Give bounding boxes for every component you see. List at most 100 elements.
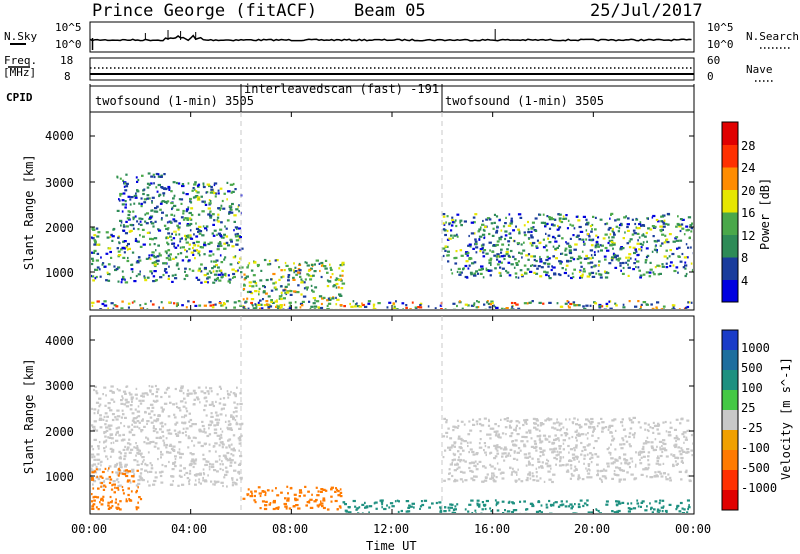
power-cell bbox=[150, 254, 154, 257]
velocity-cell bbox=[174, 387, 177, 391]
power-cell bbox=[194, 304, 198, 307]
velocity-cell bbox=[498, 468, 501, 471]
power-cell bbox=[252, 280, 256, 283]
velocity-cell bbox=[115, 506, 119, 509]
power-cell bbox=[211, 232, 214, 235]
power-cell bbox=[473, 274, 477, 277]
velocity-cell bbox=[442, 456, 445, 459]
power-cell bbox=[561, 252, 564, 255]
power-cell bbox=[91, 227, 95, 230]
power-cell bbox=[517, 307, 521, 309]
power-cell bbox=[594, 302, 598, 305]
velocity-cell bbox=[503, 418, 507, 421]
power-cell bbox=[631, 218, 634, 221]
power-cell bbox=[419, 304, 422, 307]
velocity-cell bbox=[650, 476, 654, 479]
velocity-cell bbox=[540, 423, 544, 426]
power-cell bbox=[162, 192, 166, 195]
power-cell bbox=[482, 255, 486, 258]
power-cell bbox=[202, 185, 206, 189]
power-cell bbox=[176, 303, 178, 306]
cpid-segment-1: twofsound (1-min) 3505 bbox=[95, 94, 254, 108]
velocity-cell bbox=[665, 455, 669, 458]
power-cell bbox=[226, 219, 230, 222]
power-cell bbox=[484, 225, 487, 229]
power-cell bbox=[652, 214, 656, 218]
velocity-cell bbox=[126, 469, 128, 472]
velocity-cell bbox=[319, 490, 323, 493]
velocity-cell bbox=[261, 500, 265, 503]
velocity-cell bbox=[213, 431, 218, 435]
power-cell bbox=[206, 191, 209, 194]
power-cell bbox=[177, 253, 180, 256]
velocity-cell bbox=[283, 502, 287, 506]
power-cell bbox=[690, 230, 693, 233]
power-cell bbox=[227, 274, 230, 277]
power-cell bbox=[250, 298, 255, 301]
velocity-cell bbox=[549, 448, 553, 451]
velocity-cell bbox=[185, 434, 187, 437]
power-cell bbox=[158, 252, 161, 255]
velocity-cell bbox=[122, 433, 125, 436]
velocity-cell bbox=[128, 498, 131, 501]
velocity-cell bbox=[610, 462, 615, 465]
velocity-cell bbox=[655, 474, 658, 477]
velocity-cell bbox=[451, 461, 453, 464]
velocity-cell bbox=[128, 430, 131, 433]
velocity-cell bbox=[222, 468, 224, 472]
power-cell bbox=[237, 261, 241, 264]
velocity-cell bbox=[675, 439, 677, 443]
power-cell bbox=[517, 228, 520, 231]
velocity-cell bbox=[138, 399, 142, 402]
power-cell bbox=[488, 306, 492, 309]
power-cell bbox=[558, 213, 562, 216]
power-cell bbox=[531, 221, 535, 224]
velocity-cell bbox=[626, 502, 629, 505]
velocity-cell bbox=[294, 497, 297, 500]
power-cell bbox=[185, 210, 188, 213]
power-cell bbox=[478, 238, 481, 241]
velocity-cell bbox=[224, 473, 228, 476]
power-cell bbox=[343, 305, 346, 308]
power-cell bbox=[679, 239, 683, 242]
power-cell bbox=[131, 270, 134, 273]
velocity-cell bbox=[553, 438, 557, 441]
power-cell bbox=[493, 221, 496, 224]
velocity-cell bbox=[506, 510, 511, 513]
velocity-cell bbox=[187, 437, 191, 440]
velocity-cell bbox=[185, 407, 188, 410]
power-cell bbox=[181, 304, 184, 307]
power-cell bbox=[186, 224, 190, 227]
power-cell bbox=[117, 280, 120, 283]
velocity-cell bbox=[622, 439, 625, 442]
power-cell bbox=[210, 260, 213, 263]
power-cell bbox=[123, 240, 127, 243]
power-cell bbox=[478, 235, 483, 238]
power-cell bbox=[621, 247, 625, 250]
velocity-cell bbox=[174, 455, 177, 458]
power-cell bbox=[231, 202, 234, 206]
power-cell bbox=[132, 218, 135, 221]
power-cell bbox=[583, 307, 587, 309]
power-cell bbox=[354, 303, 357, 306]
power-cell bbox=[683, 256, 688, 259]
power-cell bbox=[153, 256, 158, 259]
velocity-cell bbox=[136, 451, 139, 454]
velocity-cell bbox=[555, 454, 558, 457]
velocity-cell bbox=[618, 480, 621, 483]
power-cell bbox=[605, 222, 609, 225]
velocity-cell bbox=[148, 442, 151, 445]
velocity-cell bbox=[139, 472, 143, 475]
power-cell bbox=[175, 264, 179, 267]
velocity-cell bbox=[91, 453, 95, 456]
power-cell bbox=[395, 300, 397, 303]
power-cell bbox=[95, 259, 99, 262]
power-cell bbox=[645, 303, 648, 306]
power-cell bbox=[195, 276, 198, 279]
velocity-cell bbox=[188, 480, 190, 483]
velocity-cell bbox=[211, 463, 215, 466]
velocity-cell bbox=[634, 465, 637, 468]
velocity-cell bbox=[232, 411, 235, 414]
velocity-cell bbox=[221, 441, 224, 444]
